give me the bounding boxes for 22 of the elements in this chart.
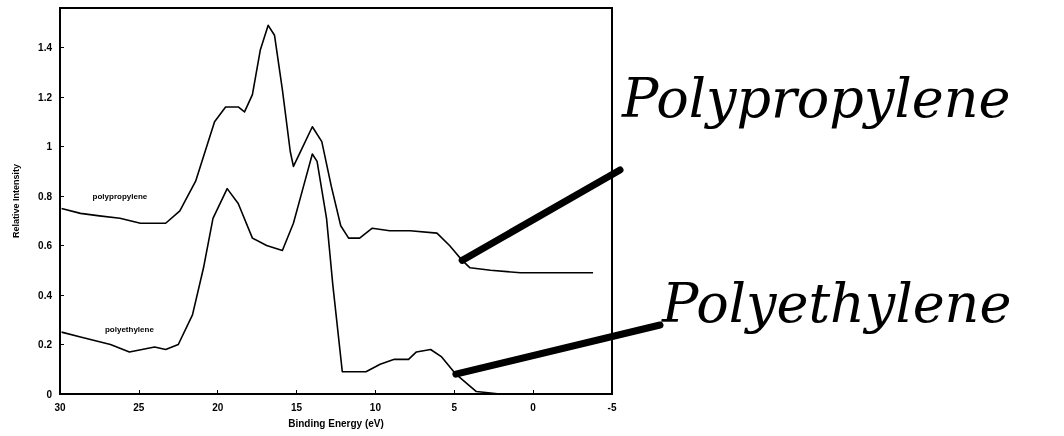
x-tick-label: 5 [451,401,458,413]
x-tick-label: 30 [54,401,66,413]
x-tick-label: 10 [369,401,382,413]
y-tick-label: 1.4 [38,42,53,54]
series-label: polyethylene [104,325,155,335]
series-label: polypropylene [92,191,148,201]
y-tick-label: 0.2 [38,339,53,351]
y-tick-label: 0.6 [38,240,53,252]
y-tick-label: 1 [46,141,53,153]
y-tick-label: 1.2 [38,91,53,103]
x-tick-label: 15 [291,401,303,413]
x-axis-title: Binding Energy (eV) [288,417,384,429]
x-tick-label: 25 [133,401,145,413]
y-tick-label: 0.4 [38,289,53,301]
annotation: Polyethylene [661,271,1012,335]
x-tick-label: 20 [212,401,224,413]
y-tick-label: 0 [46,388,53,400]
annotation: Polypropylene [621,66,1011,130]
y-tick-label: 0.8 [38,190,53,202]
y-axis-title: Relative Intensity [10,163,21,239]
x-tick-label: -5 [607,401,617,413]
x-tick-label: 0 [530,401,537,413]
